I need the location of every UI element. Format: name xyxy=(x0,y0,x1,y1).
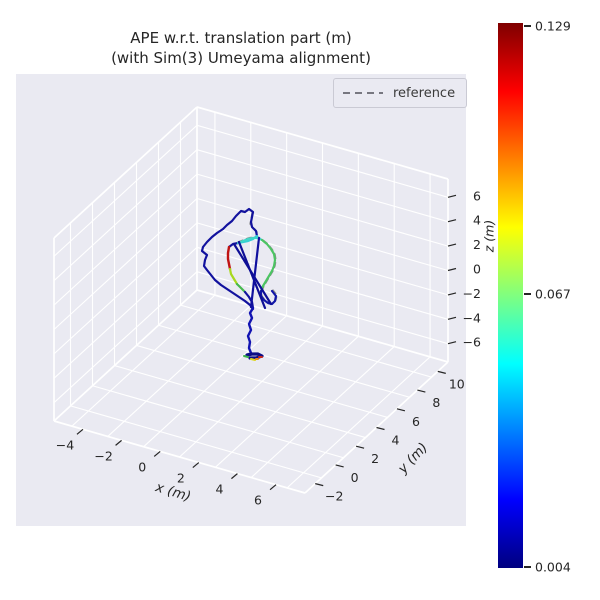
cube-edge xyxy=(53,420,306,494)
colorbar-tick-max xyxy=(524,25,531,27)
colorbar-tick-mid xyxy=(524,293,531,295)
trajectory-segment-green-lower xyxy=(235,282,247,294)
x-tick xyxy=(231,473,238,480)
z-tick xyxy=(447,219,457,223)
trajectory-segment-diagonal-3 xyxy=(249,236,261,309)
y-tick-label: 10 xyxy=(449,376,465,391)
colorbar-tick-min xyxy=(524,566,531,568)
trajectory-segment-navy-to-junction xyxy=(243,290,255,310)
grid-line-y-floor xyxy=(214,335,359,468)
colorbar-gradient xyxy=(498,23,523,568)
y-tick xyxy=(355,445,365,449)
z-tick xyxy=(447,194,457,198)
trajectory-segment-red-segment xyxy=(226,245,232,271)
y-tick xyxy=(396,408,406,412)
colorbar-label-max: 0.129 xyxy=(535,18,571,34)
y-tick xyxy=(437,370,446,374)
z-tick-label: 2 xyxy=(473,237,481,252)
grid-line-y-floor xyxy=(286,356,431,489)
cube-edge xyxy=(53,289,198,422)
axes-background xyxy=(16,74,466,526)
grid-lines xyxy=(53,112,449,489)
colorbar-label-min: 0.004 xyxy=(535,559,571,575)
z-tick xyxy=(447,316,457,320)
trajectory-segment-end-green xyxy=(243,355,249,358)
y-tick-label: 4 xyxy=(392,433,400,448)
z-tick xyxy=(447,292,457,296)
reference-dash-sample-icon xyxy=(343,92,383,94)
y-tick-label: 6 xyxy=(412,414,420,429)
z-tick xyxy=(447,341,457,345)
cube-edges xyxy=(53,106,449,494)
z-tick xyxy=(447,267,457,272)
x-axis-label: x (m) xyxy=(153,479,193,505)
axis-ticks xyxy=(76,194,457,491)
x-tick-label: 6 xyxy=(254,493,262,508)
y-tick xyxy=(417,389,426,393)
z-tick-label: 4 xyxy=(473,213,481,228)
colorbar-label-mid: 0.067 xyxy=(535,286,571,302)
x-tick xyxy=(115,439,122,446)
cube-edge xyxy=(53,106,198,239)
trajectory xyxy=(200,207,278,361)
cube-edge xyxy=(196,106,449,180)
z-tick-label: −4 xyxy=(463,310,481,325)
grid-line-z-left xyxy=(53,222,198,355)
trajectory-segment-end-yellow xyxy=(250,358,256,361)
grid-line-z-left xyxy=(53,198,198,330)
grid-line-y-floor xyxy=(179,325,323,458)
x-tick-label: −2 xyxy=(94,448,112,463)
grid-line-z-left xyxy=(53,124,198,257)
x-tick-label: 4 xyxy=(215,482,223,497)
y-tick-label: −2 xyxy=(325,489,343,504)
grid-line-y-floor xyxy=(107,305,252,437)
legend-box: reference xyxy=(333,78,467,108)
z-tick-label: 6 xyxy=(473,188,481,203)
grid-line-z-left xyxy=(53,149,198,282)
grid-line-z-left xyxy=(53,246,198,379)
z-tick-label: 0 xyxy=(473,262,481,277)
z-tick-label: −2 xyxy=(463,286,481,301)
z-tick-label: −6 xyxy=(463,335,481,350)
y-tick xyxy=(376,426,385,431)
plot-title-line2: (with Sim(3) Umeyama alignment) xyxy=(111,49,371,67)
trajectory-segment-diagonal-2 xyxy=(237,240,267,310)
x-tick xyxy=(269,484,277,491)
y-tick-label: 0 xyxy=(351,470,359,485)
x-tick-label: −4 xyxy=(56,437,74,452)
x-tick xyxy=(192,462,200,468)
legend-item-reference: reference xyxy=(393,85,456,101)
grid-line-y-floor xyxy=(71,294,216,427)
z-tick xyxy=(447,243,457,247)
x-tick-label: 0 xyxy=(138,459,146,474)
y-tick xyxy=(335,464,344,468)
trajectory-segment-end-blob-navy xyxy=(245,352,264,360)
plot-title-line1: APE w.r.t. translation part (m) xyxy=(130,29,352,47)
grid-line-y-floor xyxy=(143,315,288,448)
y-tick-label: 8 xyxy=(432,395,440,410)
z-axis-label: z (m) xyxy=(481,219,497,253)
plot-title: APE w.r.t. translation part (m) (with Si… xyxy=(16,28,466,68)
x-tick xyxy=(76,428,84,435)
grid-line-z-left xyxy=(53,173,198,306)
trajectory-segment-outer-loop-navy xyxy=(200,207,259,311)
y-axis-label: y (m) xyxy=(394,440,431,478)
grid-line-y-floor xyxy=(250,346,395,478)
trajectory-segment-chartreuse-segment xyxy=(228,267,239,286)
x-tick-label: 2 xyxy=(177,471,185,486)
y-tick-label: 2 xyxy=(371,451,379,466)
trajectory-segment-inner-green-right xyxy=(259,238,277,293)
x-tick xyxy=(153,451,161,457)
grid-line-z-left xyxy=(53,271,198,404)
y-tick xyxy=(315,483,324,487)
cube-edge xyxy=(196,289,449,363)
trajectory-segment-tail xyxy=(246,306,255,355)
